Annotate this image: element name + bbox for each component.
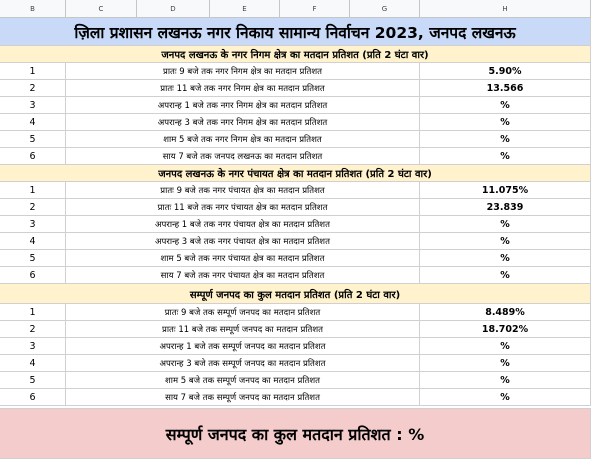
column-header[interactable]: H	[420, 0, 591, 18]
row-index[interactable]: 4	[0, 114, 66, 131]
row-value[interactable]: 13.566	[420, 80, 591, 97]
footer-total: सम्पूर्ण जनपद का कुल मतदान प्रतिशत : %	[0, 408, 591, 459]
row-description[interactable]: अपरान्ह 1 बजे तक सम्पूर्ण जनपद का मतदान …	[66, 338, 420, 355]
row-index[interactable]: 6	[0, 389, 66, 406]
row-description[interactable]: शाम 5 बजे तक सम्पूर्ण जनपद का मतदान प्रत…	[66, 372, 420, 389]
row-value[interactable]: 5.90%	[420, 63, 591, 80]
row-value[interactable]: %	[420, 216, 591, 233]
row-value[interactable]: %	[420, 372, 591, 389]
column-header[interactable]: C	[66, 0, 137, 18]
row-index[interactable]: 5	[0, 250, 66, 267]
row-index[interactable]: 2	[0, 321, 66, 338]
row-index[interactable]: 1	[0, 182, 66, 199]
row-description[interactable]: साय 7 बजे तक जनपद लखनऊ का मतदान प्रतिशत	[66, 148, 420, 165]
row-description[interactable]: अपरान्ह 3 बजे तक नगर पंचायत क्षेत्र का म…	[66, 233, 420, 250]
row-value[interactable]: %	[420, 148, 591, 165]
row-description[interactable]: प्रातः 11 बजे तक नगर निगम क्षेत्र का मतद…	[66, 80, 420, 97]
column-header[interactable]: E	[210, 0, 280, 18]
row-index[interactable]: 5	[0, 131, 66, 148]
section-header: जनपद लखनऊ के नगर निगम क्षेत्र का मतदान प…	[0, 46, 591, 63]
row-index[interactable]: 5	[0, 372, 66, 389]
row-index[interactable]: 6	[0, 267, 66, 284]
row-index[interactable]: 2	[0, 199, 66, 216]
row-index[interactable]: 3	[0, 338, 66, 355]
row-value[interactable]: %	[420, 250, 591, 267]
row-description[interactable]: शाम 5 बजे तक नगर निगम क्षेत्र का मतदान प…	[66, 131, 420, 148]
row-index[interactable]: 4	[0, 233, 66, 250]
column-header[interactable]: B	[0, 0, 66, 18]
row-description[interactable]: प्रातः 11 बजे तक सम्पूर्ण जनपद का मतदान …	[66, 321, 420, 338]
row-value[interactable]: %	[420, 338, 591, 355]
row-description[interactable]: प्रातः 9 बजे तक नगर निगम क्षेत्र का मतदा…	[66, 63, 420, 80]
row-description[interactable]: साय 7 बजे तक सम्पूर्ण जनपद का मतदान प्रत…	[66, 389, 420, 406]
row-value[interactable]: 18.702%	[420, 321, 591, 338]
column-header[interactable]: F	[280, 0, 350, 18]
row-index[interactable]: 3	[0, 216, 66, 233]
row-description[interactable]: अपरान्ह 1 बजे तक नगर निगम क्षेत्र का मतद…	[66, 97, 420, 114]
row-value[interactable]: 8.489%	[420, 304, 591, 321]
row-description[interactable]: अपरान्ह 1 बजे तक नगर पंचायत क्षेत्र का म…	[66, 216, 420, 233]
row-index[interactable]: 3	[0, 97, 66, 114]
row-description[interactable]: अपरान्ह 3 बजे तक सम्पूर्ण जनपद का मतदान …	[66, 355, 420, 372]
section-header: सम्पूर्ण जनपद का कुल मतदान प्रतिशत (प्रत…	[0, 284, 591, 304]
column-header[interactable]: G	[350, 0, 420, 18]
column-header[interactable]: D	[137, 0, 210, 18]
row-description[interactable]: प्रातः 11 बजे तक नगर पंचायत क्षेत्र का म…	[66, 199, 420, 216]
row-index[interactable]: 1	[0, 63, 66, 80]
row-value[interactable]: %	[420, 267, 591, 284]
sheet-title: ज़िला प्रशासन लखनऊ नगर निकाय सामान्य निर…	[0, 18, 591, 46]
row-value[interactable]: %	[420, 131, 591, 148]
row-description[interactable]: साय 7 बजे तक नगर पंचायत क्षेत्र का मतदान…	[66, 267, 420, 284]
row-value[interactable]: %	[420, 233, 591, 250]
row-value[interactable]: %	[420, 389, 591, 406]
row-value[interactable]: %	[420, 355, 591, 372]
row-index[interactable]: 6	[0, 148, 66, 165]
row-index[interactable]: 1	[0, 304, 66, 321]
row-index[interactable]: 2	[0, 80, 66, 97]
row-index[interactable]: 4	[0, 355, 66, 372]
section-header: जनपद लखनऊ के नगर पंचायत क्षेत्र का मतदान…	[0, 165, 591, 182]
row-value[interactable]: %	[420, 97, 591, 114]
row-description[interactable]: प्रातः 9 बजे तक सम्पूर्ण जनपद का मतदान प…	[66, 304, 420, 321]
row-description[interactable]: शाम 5 बजे तक नगर पंचायत क्षेत्र का मतदान…	[66, 250, 420, 267]
row-value[interactable]: 23.839	[420, 199, 591, 216]
row-value[interactable]: 11.075%	[420, 182, 591, 199]
row-value[interactable]: %	[420, 114, 591, 131]
row-description[interactable]: प्रातः 9 बजे तक नगर पंचायत क्षेत्र का मत…	[66, 182, 420, 199]
row-description[interactable]: अपरान्ह 3 बजे तक नगर निगम क्षेत्र का मतद…	[66, 114, 420, 131]
